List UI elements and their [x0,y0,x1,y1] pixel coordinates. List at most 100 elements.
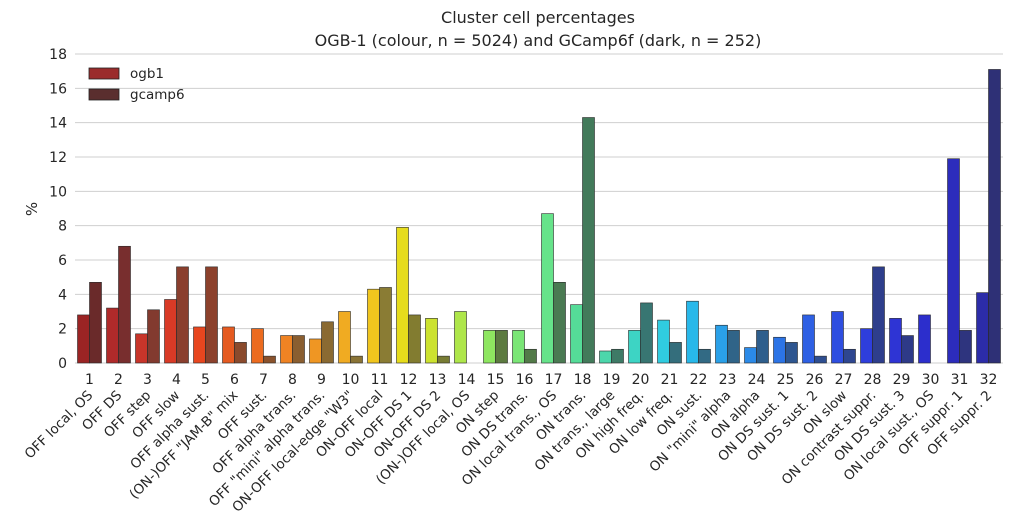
x-tick-number: 13 [429,372,447,388]
bar-gcamp6 [321,321,334,364]
bar-gcamp6 [350,355,363,364]
bar-gcamp6 [669,342,682,364]
x-tick-number: 16 [516,372,534,388]
x-tick-number: 26 [806,372,824,388]
bar-gcamp6 [524,348,537,364]
bar-ogb1 [222,326,235,364]
bar-ogb1 [512,330,525,364]
y-tick-label: 4 [58,287,67,303]
y-tick-label: 18 [49,47,67,63]
bar-gcamp6 [292,335,305,364]
x-tick-number: 28 [864,372,882,388]
bar-ogb1 [135,333,148,364]
x-tick-number: 21 [661,372,679,388]
bar-ogb1 [860,328,873,364]
bar-ogb1 [483,330,496,364]
bar-gcamp6 [756,330,769,364]
x-tick-number: 3 [143,372,152,388]
x-tick-number: 10 [342,372,360,388]
bar-gcamp6 [988,69,1001,364]
bar-gcamp6 [118,245,131,364]
bar-gcamp6 [582,117,595,364]
y-tick-label: 2 [58,322,67,338]
y-tick-label: 12 [49,150,67,166]
legend-label-ogb1: ogb1 [130,66,164,82]
bar-ogb1 [309,338,322,364]
bar-ogb1 [454,311,467,364]
x-tick-number: 14 [458,372,476,388]
bar-gcamp6 [698,348,711,364]
x-tick-number: 5 [201,372,210,388]
bar-ogb1 [889,318,902,364]
bar-ogb1 [396,227,409,364]
y-tick-labels: 0 2 4 6 8 10 12 14 16 18 [49,47,67,372]
y-tick-label: 14 [49,116,67,132]
bar-gcamp6 [495,330,508,364]
chart-subtitle: OGB-1 (colour, n = 5024) and GCamp6f (da… [315,31,762,50]
x-tick-number: 18 [574,372,592,388]
bar-ogb1 [918,314,931,364]
bar-ogb1 [773,336,786,364]
bar-gcamp6 [843,348,856,364]
bar-ogb1 [947,158,960,364]
bar-gcamp6 [176,266,189,364]
bar-gcamp6 [814,355,827,364]
y-tick-label: 10 [49,184,67,200]
legend-label-gcamp6: gcamp6 [130,87,185,103]
y-tick-label: 8 [58,219,67,235]
bar-ogb1 [251,328,264,364]
bar-ogb1 [338,311,351,364]
bar-gcamp6 [263,355,276,364]
bar-gcamp6 [611,348,624,364]
bar-ogb1 [599,350,612,364]
x-tick-number: 25 [777,372,795,388]
x-tick-number: 7 [259,372,268,388]
bar-gcamp6 [408,314,421,364]
bar-ogb1 [541,213,554,364]
legend: ogb1 gcamp6 [88,66,185,103]
bar-gcamp6 [785,342,798,364]
bar-ogb1 [744,347,757,364]
x-tick-numbers: 1 2 3 4 5 6 7 8 9 10 11 12 13 14 15 16 17 18 19 20 21 22 23 24 2… [85,372,997,388]
bars [77,69,1001,364]
bar-gcamp6 [872,266,885,364]
bar-gcamp6 [553,282,566,364]
bar-ogb1 [280,335,293,364]
x-tick-number: 4 [172,372,181,388]
bar-gcamp6 [379,287,392,364]
x-tick-number: 2 [114,372,123,388]
x-tick-number: 1 [85,372,94,388]
bar-ogb1 [657,319,670,364]
bar-ogb1 [425,318,438,364]
bar-gcamp6 [147,309,160,364]
bar-gcamp6 [901,335,914,364]
x-tick-number: 29 [893,372,911,388]
x-tick-number: 11 [371,372,389,388]
legend-swatch-gcamp6 [88,88,120,101]
x-tick-number: 17 [545,372,563,388]
bar-ogb1 [628,330,641,364]
x-tick-number: 12 [400,372,418,388]
x-tick-number: 20 [632,372,650,388]
x-tick-number: 23 [719,372,737,388]
bar-gcamp6 [959,330,972,364]
bar-ogb1 [686,300,699,364]
x-tick-number: 30 [922,372,940,388]
legend-swatch-ogb1 [88,67,120,80]
bar-ogb1 [802,314,815,364]
bar-ogb1 [367,288,380,364]
bar-ogb1 [77,314,90,364]
chart-title: Cluster cell percentages [441,8,635,27]
x-tick-number: 22 [690,372,708,388]
y-tick-label: 6 [58,253,67,269]
bar-gcamp6 [205,266,218,364]
x-tick-number: 19 [603,372,621,388]
bar-ogb1 [715,324,728,364]
y-tick-label: 16 [49,81,67,97]
bar-gcamp6 [437,355,450,364]
bar-ogb1 [831,311,844,364]
y-tick-label: 0 [58,356,67,372]
x-tick-number: 15 [487,372,505,388]
